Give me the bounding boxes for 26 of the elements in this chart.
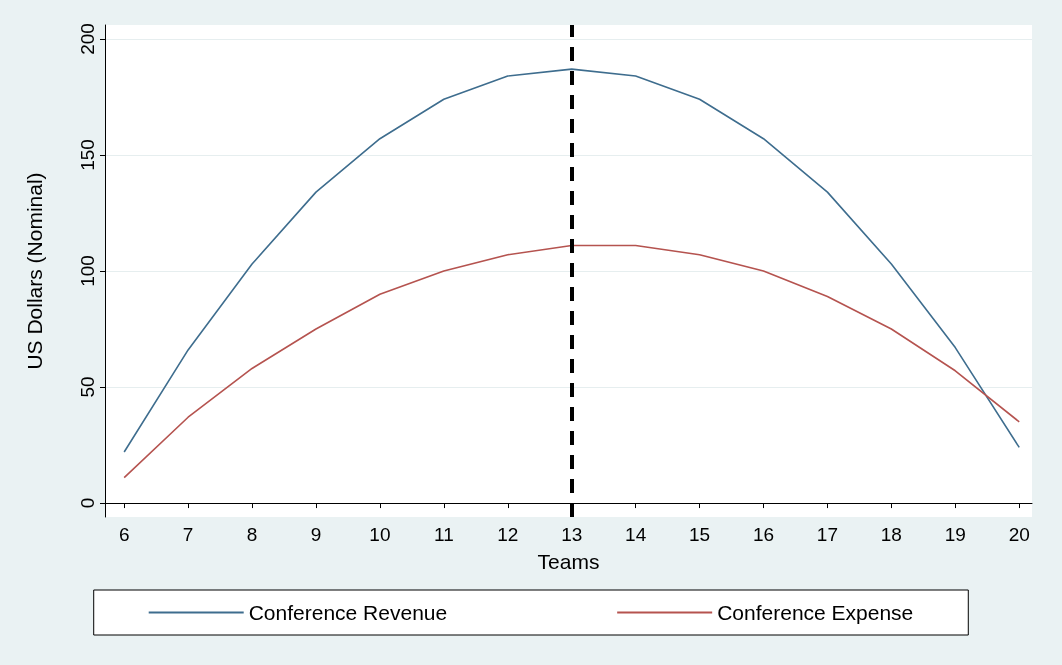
x-tick-label: 10 (369, 524, 391, 545)
x-tick-label: 9 (310, 524, 322, 545)
x-tick-label: 18 (880, 524, 902, 545)
x-tick-label: 16 (752, 524, 775, 545)
y-tick-label: 150 (77, 139, 98, 171)
x-tick-label: 8 (246, 524, 258, 545)
x-tick-label: 20 (1008, 524, 1030, 545)
y-axis-title: US Dollars (Nominal) (23, 172, 46, 370)
line-series (123, 68, 1021, 453)
x-tick-label: 19 (944, 524, 966, 545)
y-tick-label: 0 (77, 497, 98, 509)
y-tick-label: 100 (77, 255, 98, 287)
legend-label: Conference Expense (717, 601, 914, 624)
legend-label: Conference Revenue (248, 601, 448, 624)
x-tick-label: 11 (433, 524, 454, 545)
x-axis-title: Teams (537, 550, 600, 573)
x-tick-label: 6 (118, 524, 130, 545)
y-tick-label: 200 (77, 23, 98, 55)
x-tick-label: 14 (625, 524, 647, 545)
x-tick-label: 7 (182, 524, 194, 545)
x-tick-label: 15 (688, 524, 711, 545)
x-tick-label: 17 (816, 524, 838, 545)
x-tick-label: 12 (497, 524, 519, 545)
x-tick-label: 13 (561, 524, 583, 545)
y-tick-label: 50 (77, 376, 98, 398)
line-series (123, 244, 1021, 479)
